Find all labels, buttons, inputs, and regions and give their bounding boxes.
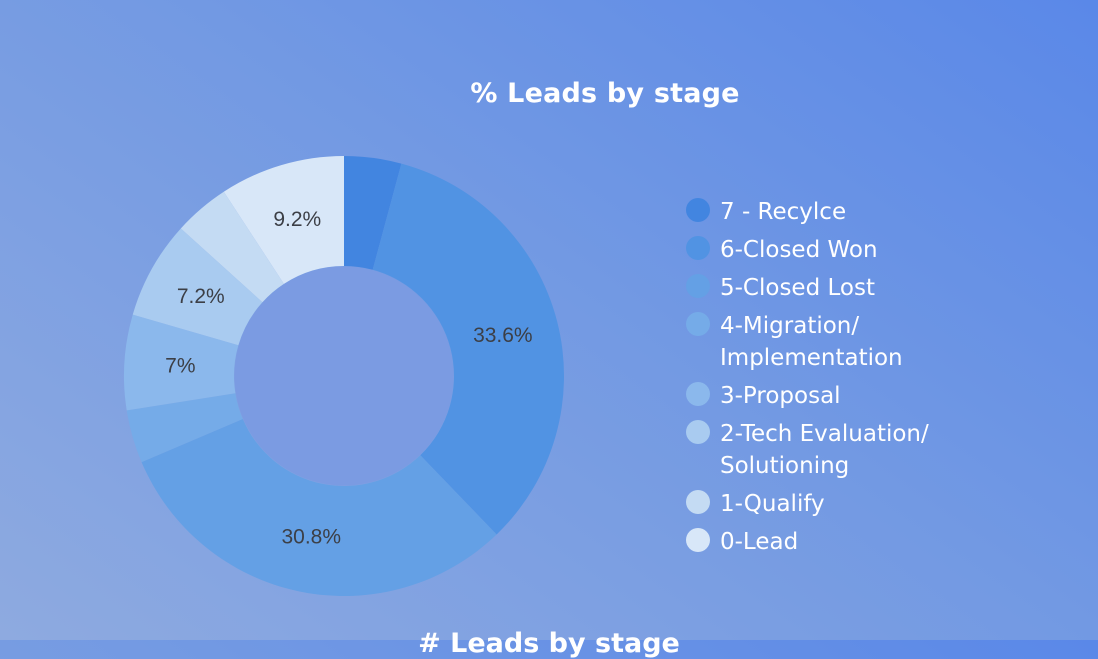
- legend-item[interactable]: 7 - Recylce: [686, 196, 1066, 228]
- slice-6[interactable]: [180, 191, 284, 303]
- legend-swatch: [686, 382, 710, 406]
- legend-swatch: [686, 420, 710, 444]
- legend-label: 1-Qualify: [720, 491, 825, 517]
- slice-label-7: 9.2%: [273, 208, 321, 231]
- slice-3[interactable]: [126, 393, 243, 463]
- next-chart-title: # Leads by stage: [418, 628, 680, 659]
- slice-5[interactable]: [132, 228, 263, 346]
- slice-label-2: 30.8%: [281, 526, 341, 549]
- legend-label: 5-Closed Lost: [720, 275, 875, 301]
- slice-label-4: 7%: [165, 355, 195, 378]
- legend-item[interactable]: 4-Migration/ Implementation: [686, 310, 1066, 374]
- legend-label: 3-Proposal: [720, 383, 841, 409]
- legend-swatch: [686, 312, 710, 336]
- legend-item[interactable]: 5-Closed Lost: [686, 272, 1066, 304]
- legend-label: 0-Lead: [720, 529, 799, 555]
- legend-label: 6-Closed Won: [720, 237, 878, 263]
- slice-label-5: 7.2%: [177, 285, 225, 308]
- legend-label: 7 - Recylce: [720, 199, 847, 225]
- slice-0[interactable]: [344, 156, 402, 270]
- chart-legend: 7 - Recylce 6-Closed Won 5-Closed Lost 4-Mi…: [686, 196, 1066, 564]
- slice-2[interactable]: [141, 419, 497, 596]
- donut-chart: 33.6% 30.8% 7% 7.2% 9.2%: [123, 156, 564, 596]
- legend-item[interactable]: 2-Tech Evaluation/ Solutioning: [686, 418, 1066, 482]
- slice-4[interactable]: [123, 314, 239, 411]
- legend-label: 2-Tech Evaluation/ Solutioning: [720, 421, 929, 479]
- legend-swatch: [686, 490, 710, 514]
- legend-swatch: [686, 274, 710, 298]
- legend-item[interactable]: 1-Qualify: [686, 488, 1066, 520]
- slice-label-1: 33.6%: [473, 324, 533, 347]
- legend-item[interactable]: 0-Lead: [686, 526, 1066, 558]
- slice-1[interactable]: [372, 163, 564, 535]
- legend-swatch: [686, 236, 710, 260]
- legend-item[interactable]: 6-Closed Won: [686, 234, 1066, 266]
- chart-title: % Leads by stage: [470, 78, 740, 109]
- legend-swatch: [686, 198, 710, 222]
- legend-swatch: [686, 528, 710, 552]
- donut-hole: [234, 266, 454, 486]
- legend-label: 4-Migration/ Implementation: [720, 313, 903, 371]
- slice-7[interactable]: [223, 156, 344, 284]
- legend-item[interactable]: 3-Proposal: [686, 380, 1066, 412]
